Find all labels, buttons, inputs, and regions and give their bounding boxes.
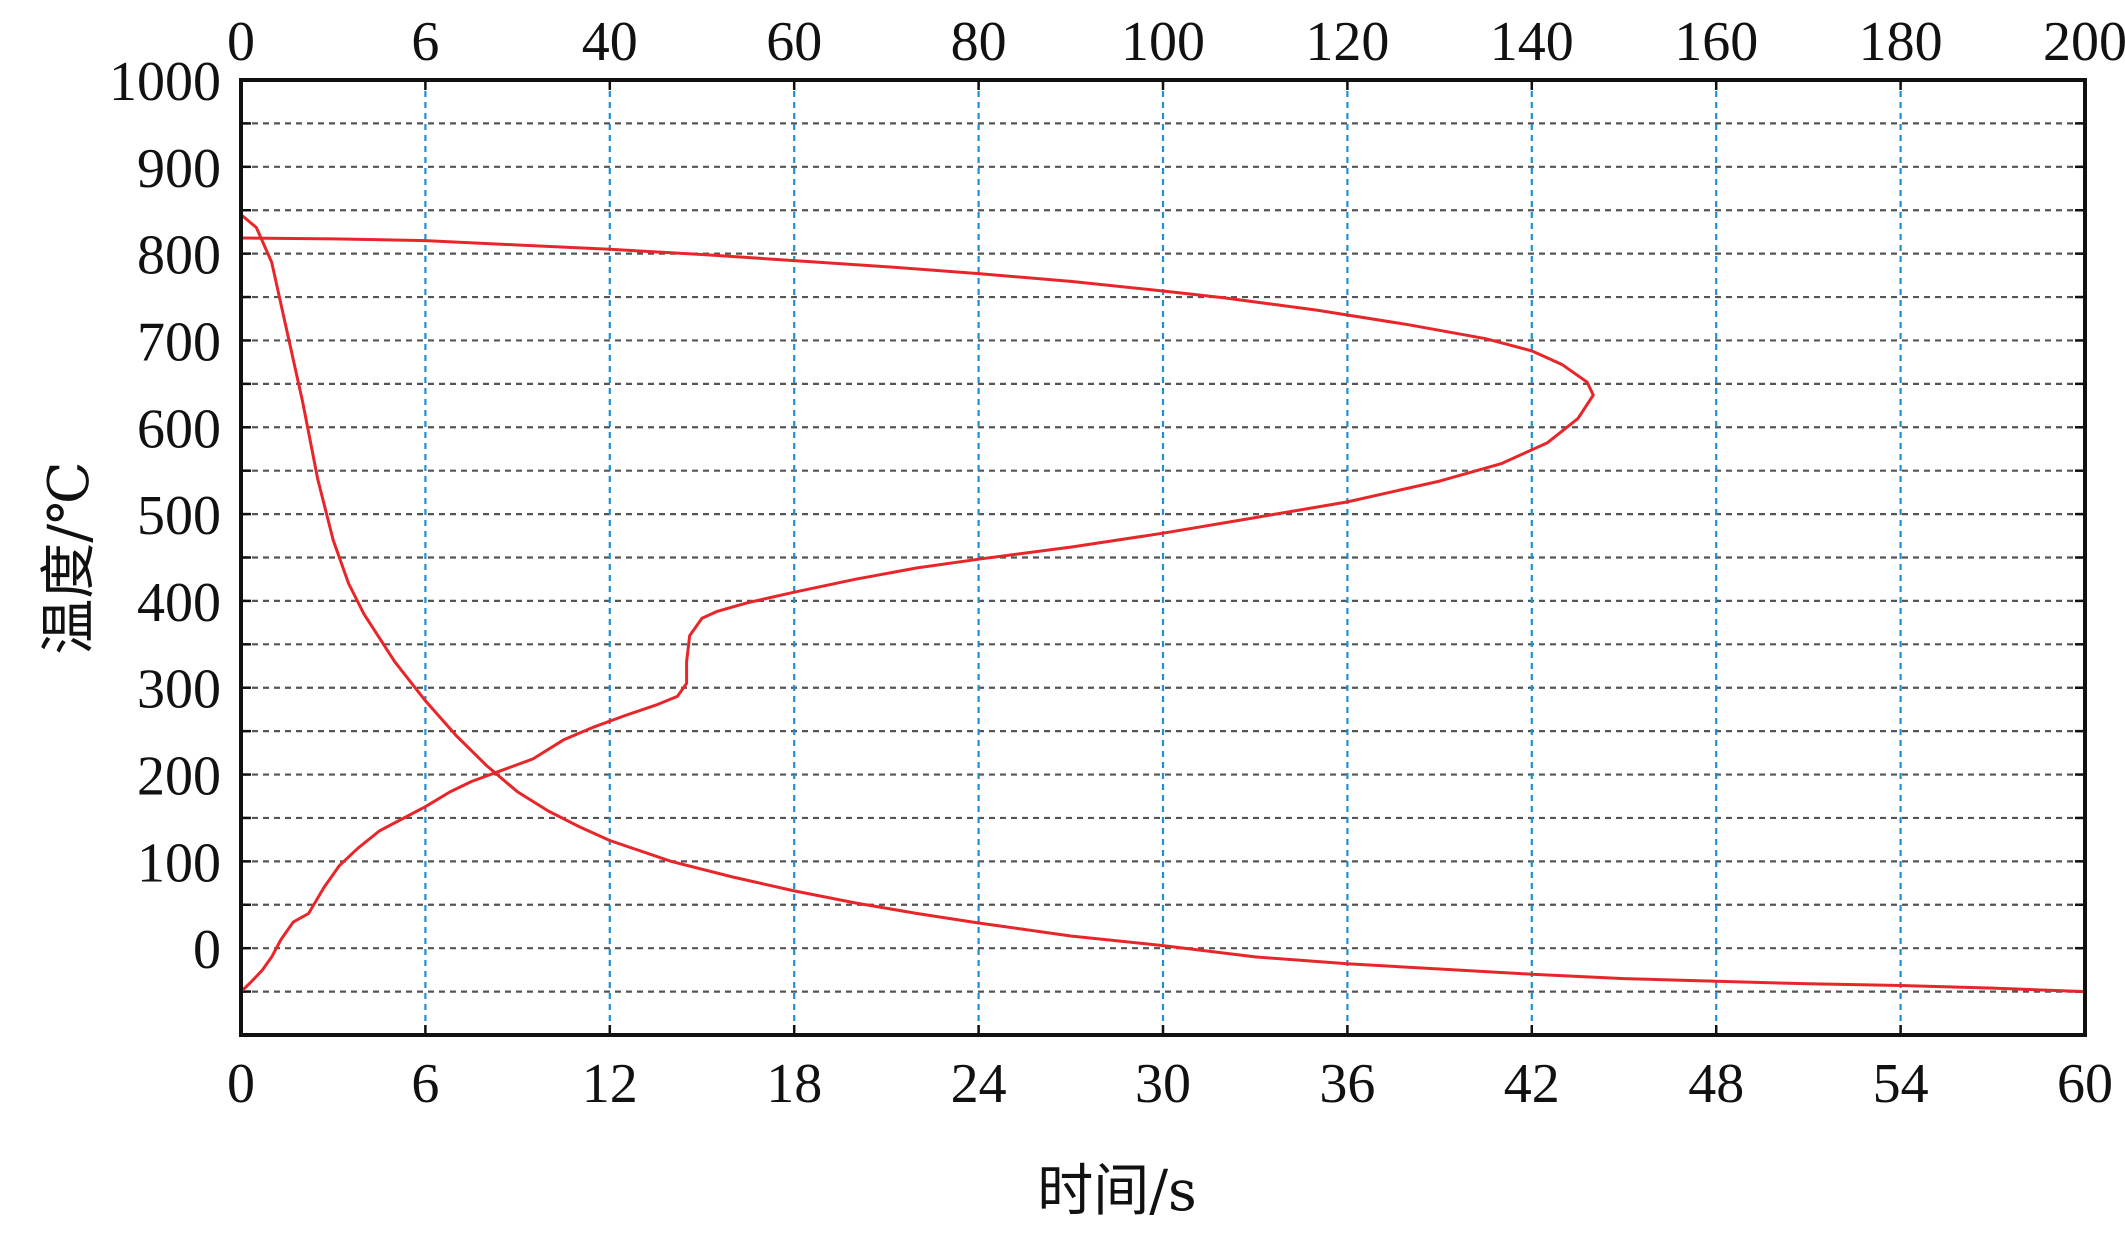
y-tick-label: 100 xyxy=(137,832,221,894)
y-tick-label: 400 xyxy=(137,572,221,634)
x-tick-label: 18 xyxy=(766,1053,822,1115)
y-axis-title: 温度/℃ xyxy=(37,461,102,655)
y-tick-label: 0 xyxy=(193,919,221,981)
top-tick-label: 6 xyxy=(411,11,439,73)
x-axis-title: 时间/s xyxy=(1037,1159,1197,1224)
series-line-2 xyxy=(239,236,1595,994)
top-tick-label: 160 xyxy=(1674,11,1758,73)
top-tick-label: 200 xyxy=(2043,11,2125,73)
top-tick-label: 180 xyxy=(1859,11,1943,73)
x-tick-label: 60 xyxy=(2057,1053,2113,1115)
x-tick-label: 0 xyxy=(227,1053,255,1115)
y-tick-label: 600 xyxy=(137,398,221,460)
y-tick-label: 300 xyxy=(137,659,221,721)
top-tick-label: 100 xyxy=(1121,11,1205,73)
x-tick-label: 36 xyxy=(1319,1053,1375,1115)
x-tick-label: 12 xyxy=(582,1053,638,1115)
y-tick-label: 200 xyxy=(137,746,221,808)
y-tick-label: 500 xyxy=(137,485,221,547)
top-tick-label: 120 xyxy=(1305,11,1389,73)
x-tick-label: 42 xyxy=(1504,1053,1560,1115)
y-tick-label: 900 xyxy=(137,138,221,200)
top-tick-label: 80 xyxy=(951,11,1007,73)
x-tick-label: 30 xyxy=(1135,1053,1191,1115)
top-tick-label: 60 xyxy=(766,11,822,73)
x-tick-label: 24 xyxy=(951,1053,1007,1115)
y-tick-label: 700 xyxy=(137,311,221,373)
series-line-1 xyxy=(239,213,2087,994)
plot-frame xyxy=(239,78,2087,1037)
label-layer: 0 6 12 18 24 30 36 42 48 54 600 6 40 60 80 100 120 140 160… xyxy=(109,11,2125,1115)
y-tick-label: 800 xyxy=(137,225,221,287)
top-tick-label: 0 xyxy=(227,11,255,73)
grid-layer xyxy=(241,80,2085,1035)
top-tick-label: 140 xyxy=(1490,11,1574,73)
series-layer xyxy=(239,213,2087,994)
x-tick-label: 54 xyxy=(1873,1053,1929,1115)
x-tick-label: 48 xyxy=(1688,1053,1744,1115)
x-tick-label: 6 xyxy=(411,1053,439,1115)
y-tick-label: 1000 xyxy=(109,51,221,113)
top-tick-label: 40 xyxy=(582,11,638,73)
